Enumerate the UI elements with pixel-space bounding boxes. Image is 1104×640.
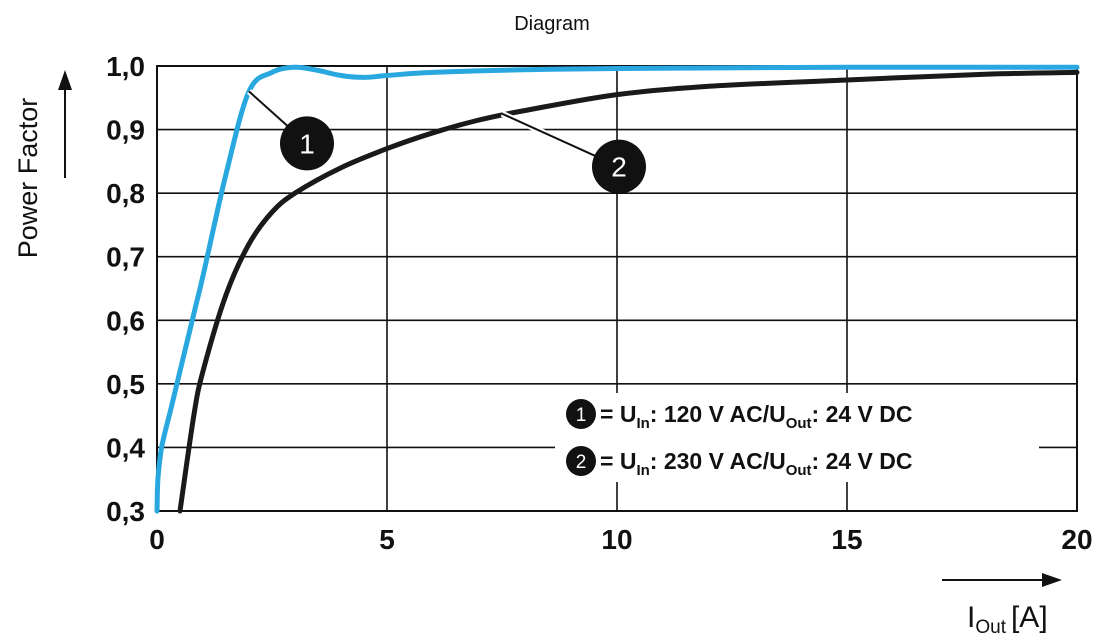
legend-background bbox=[555, 393, 1039, 482]
callout-marker-2-icon bbox=[592, 139, 646, 194]
legend-marker-1-label: 1 bbox=[576, 405, 587, 426]
x-axis-label-group: IOut [A] bbox=[942, 573, 1062, 638]
y-tick-label: 0,3 bbox=[106, 496, 145, 527]
x-tick-label: 0 bbox=[149, 524, 165, 555]
legend-item-1: 1 = UIn: 120 V AC/UOut: 24 V DC bbox=[566, 399, 913, 432]
x-tick-label: 10 bbox=[601, 524, 632, 555]
y-tick-label: 0,7 bbox=[106, 242, 145, 273]
legend-label-1: = UIn: 120 V AC/UOut: 24 V DC bbox=[600, 401, 913, 432]
y-tick-label: 0,6 bbox=[106, 305, 145, 336]
legend-item-2: 2 = UIn: 230 V AC/UOut: 24 V DC bbox=[566, 446, 913, 479]
y-tick-label: 0,5 bbox=[106, 369, 145, 400]
series-lines bbox=[154, 64, 1080, 514]
x-axis-arrow-head-icon bbox=[1042, 573, 1062, 587]
callout-marker-label: 1 bbox=[299, 128, 315, 159]
legend-marker-2-label: 2 bbox=[576, 452, 587, 473]
y-axis-label: Power Factor bbox=[13, 98, 43, 259]
callout-marker-label: 2 bbox=[611, 152, 627, 183]
chart-title: Diagram bbox=[514, 13, 590, 35]
y-axis-arrow-head-icon bbox=[58, 70, 72, 90]
legend-label-2: = UIn: 230 V AC/UOut: 24 V DC bbox=[600, 448, 913, 479]
axis-ticks: 0 5 10 15 20 0,3 0,4 0,5 0,6 0,7 0,8 0,9 1,0 bbox=[106, 51, 1093, 555]
x-axis-label: IOut [A] bbox=[967, 601, 1048, 638]
y-axis-label-group: Power Factor bbox=[13, 70, 72, 258]
legend: 1 = UIn: 120 V AC/UOut: 24 V DC 2 = UIn:… bbox=[555, 393, 1039, 482]
series-1-line bbox=[154, 64, 1080, 514]
legend-marker-1-icon bbox=[566, 399, 596, 429]
y-tick-label: 0,9 bbox=[106, 115, 145, 146]
callout-marker-1-icon bbox=[280, 116, 334, 171]
annotations: 12 bbox=[246, 89, 646, 194]
y-tick-label: 0,8 bbox=[106, 178, 145, 209]
y-tick-label: 0,4 bbox=[106, 432, 145, 463]
x-tick-label: 5 bbox=[379, 524, 395, 555]
x-tick-label: 20 bbox=[1061, 524, 1092, 555]
plot-frame bbox=[156, 65, 1078, 512]
legend-marker-2-icon bbox=[566, 446, 596, 476]
y-tick-label: 1,0 bbox=[106, 51, 145, 82]
x-tick-label: 15 bbox=[831, 524, 862, 555]
series-2-line bbox=[177, 69, 1080, 514]
